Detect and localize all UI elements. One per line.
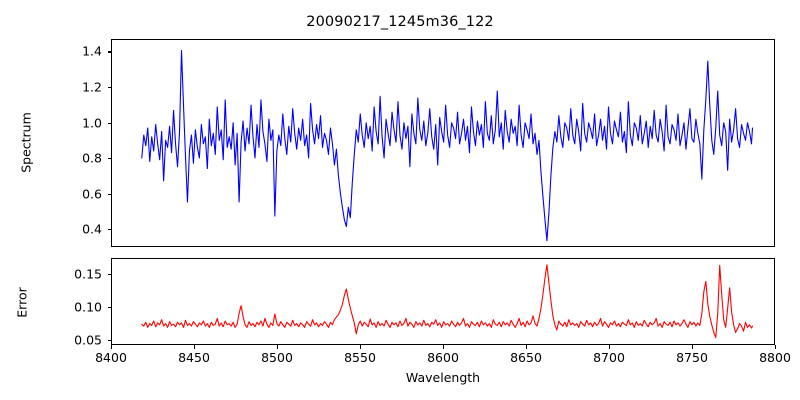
x-tick-label: 8650 bbox=[510, 350, 542, 365]
x-tick-mark bbox=[277, 345, 279, 349]
x-tick-mark bbox=[111, 345, 113, 349]
x-axis-label: Wavelength bbox=[405, 370, 481, 385]
x-tick-label: 8450 bbox=[178, 350, 210, 365]
x-tick-label: 8600 bbox=[427, 350, 459, 365]
spectrum-plot-area bbox=[111, 39, 775, 247]
y-tick-mark bbox=[107, 87, 111, 89]
y-tick-mark bbox=[107, 193, 111, 195]
error-plot-area bbox=[111, 258, 775, 345]
y-tick-mark bbox=[107, 229, 111, 231]
y-tick-label: 1.2 bbox=[82, 79, 102, 95]
y-tick-label: 0.10 bbox=[74, 299, 102, 315]
x-tick-label: 8550 bbox=[344, 350, 376, 365]
error-series-svg bbox=[141, 264, 754, 339]
x-tick-mark bbox=[609, 345, 611, 349]
x-tick-label: 8700 bbox=[593, 350, 625, 365]
y-tick-label: 0.8 bbox=[82, 150, 102, 166]
x-tick-mark bbox=[443, 345, 445, 349]
x-tick-mark bbox=[194, 345, 196, 349]
x-tick-mark bbox=[775, 345, 777, 349]
x-tick-mark bbox=[526, 345, 528, 349]
y-tick-mark bbox=[107, 339, 111, 341]
y-tick-label: 0.6 bbox=[82, 186, 102, 202]
x-tick-label: 8800 bbox=[759, 350, 791, 365]
y-tick-label: 0.05 bbox=[74, 332, 102, 348]
x-tick-label: 8400 bbox=[95, 350, 127, 365]
x-tick-label: 8750 bbox=[676, 350, 708, 365]
x-tick-mark bbox=[692, 345, 694, 349]
page-title: 20090217_1245m36_122 bbox=[306, 14, 494, 30]
y-axis-label-spectrum: Spectrum bbox=[18, 112, 34, 173]
y-tick-label: 1.4 bbox=[82, 43, 102, 59]
y-tick-label: 0.4 bbox=[82, 221, 102, 237]
y-tick-mark bbox=[107, 274, 111, 276]
y-tick-mark bbox=[107, 51, 111, 53]
y-tick-mark bbox=[107, 122, 111, 124]
y-tick-label: 0.15 bbox=[74, 266, 102, 282]
y-tick-label: 1.0 bbox=[82, 115, 102, 131]
y-tick-mark bbox=[107, 158, 111, 160]
y-tick-mark bbox=[107, 307, 111, 309]
x-tick-label: 8500 bbox=[261, 350, 293, 365]
x-tick-mark bbox=[360, 345, 362, 349]
error-line bbox=[141, 264, 754, 339]
y-axis-label-error: Error bbox=[14, 287, 30, 318]
spectrum-line bbox=[141, 50, 754, 242]
spectrum-series-svg bbox=[141, 50, 754, 242]
